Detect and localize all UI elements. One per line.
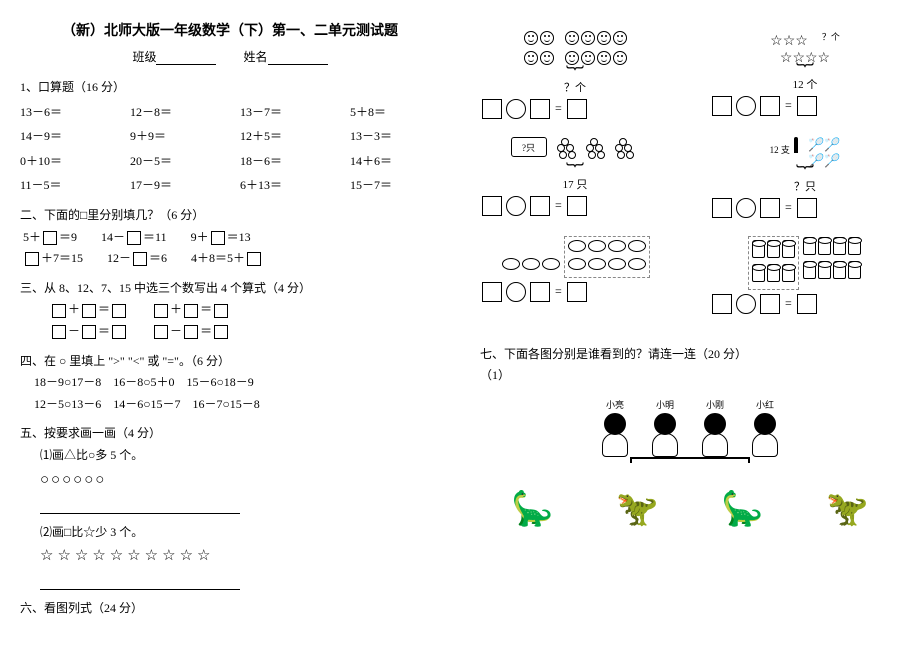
table-icon <box>630 457 750 463</box>
q5-heading: 五、按要求画一画（4 分） <box>20 423 440 445</box>
right-column: ︸ ？个 = ☆☆☆ ？个 ☆☆☆☆ ︸ 12 个 = ?只 <box>480 20 900 628</box>
name-blank <box>268 51 328 65</box>
q4-row: 12－5○13－6 14－6○15－7 16－7○15－8 <box>20 394 440 416</box>
q-label: ？只 <box>710 178 900 194</box>
blank-box <box>133 252 147 266</box>
q2-heading: 二、下面的□里分别填几？（6 分） <box>20 205 440 227</box>
q2-row1: 5＋＝9 14－＝11 9＋＝13 <box>20 227 440 249</box>
q3-eqs: ＋＝ ＋＝ －＝ －＝ <box>20 299 440 342</box>
answer-eq: = <box>480 282 670 302</box>
name-label: 姓名 <box>244 50 268 64</box>
student-info: 班级 姓名 <box>20 48 440 65</box>
p6-row3: = = <box>480 236 900 314</box>
kid-3: 小刚 <box>690 397 740 457</box>
q-label: ？个 <box>480 79 670 95</box>
answer-eq: = <box>480 196 670 216</box>
answer-eq: = <box>710 198 900 218</box>
p6c: ?只 ︸ 17 只 = <box>480 137 670 218</box>
answer-eq: = <box>480 99 670 119</box>
cylinders-group <box>710 236 900 290</box>
kid-2: 小明 <box>640 397 690 457</box>
p6d: 12 支 🏸🏸🏸🏸 ︸ ？只 = <box>710 137 900 218</box>
class-label: 班级 <box>132 50 156 64</box>
answer-eq: = <box>710 96 900 116</box>
dino-icon: 🦖 <box>826 479 868 540</box>
q1-row: 13－6＝12－8＝13－7＝5＋8＝ <box>20 102 440 124</box>
q5: 五、按要求画一画（4 分） ⑴画△比○多 5 个。 ○○○○○○ ⑵画□比☆少 … <box>20 423 440 590</box>
smiley-group-left <box>523 30 555 70</box>
kid-1: 小亮 <box>590 397 640 457</box>
q7-heading: 七、下面各图分别是谁看到的？请连一连（20 分） <box>480 344 900 366</box>
q2: 二、下面的□里分别填几？（6 分） 5＋＝9 14－＝11 9＋＝13 ＋7＝1… <box>20 205 440 270</box>
answer-line <box>40 574 240 590</box>
p6f: = <box>710 236 900 314</box>
dino-icon: 🦕 <box>511 479 553 540</box>
circles-row: ○○○○○○ <box>20 467 440 494</box>
q1-row: 11－5＝17－9＝6＋13＝15－7＝ <box>20 175 440 197</box>
q5-p2: ⑵画□比☆少 3 个。 <box>20 522 440 544</box>
worksheet-title: （新）北师大版一年级数学（下）第一、二单元测试题 <box>20 20 440 40</box>
blank-box <box>25 252 39 266</box>
kid-4: 小红 <box>740 397 790 457</box>
answer-eq: = <box>710 294 900 314</box>
answer-line <box>40 498 240 514</box>
kids-scene: 小亮 小明 小刚 小红 <box>480 397 900 463</box>
dino-icon: 🦕 <box>721 479 763 540</box>
q4-row: 18－9○17－8 16－8○5＋0 15－6○18－9 <box>20 372 440 394</box>
dino-row: 🦕 🦖 🦕 🦖 <box>480 479 900 540</box>
ovals-group <box>480 236 670 278</box>
left-column: （新）北师大版一年级数学（下）第一、二单元测试题 班级 姓名 1、口算题（16 … <box>20 20 440 628</box>
q2-row2: ＋7＝15 12－＝6 4＋8＝5＋ <box>20 248 440 270</box>
blank-box <box>43 231 57 245</box>
p6-row1: ︸ ？个 = ☆☆☆ ？个 ☆☆☆☆ ︸ 12 个 = <box>480 30 900 119</box>
q1-row: 0＋10＝20－5＝18－6＝14＋6＝ <box>20 151 440 173</box>
smiley-group-right <box>564 30 628 70</box>
blank-box <box>247 252 261 266</box>
q1-heading: 1、口算题（16 分） <box>20 77 440 99</box>
q4-heading: 四、在 ○ 里填上 ">" "<" 或 "="。（6 分） <box>20 351 440 373</box>
q1-row: 14－9＝9＋9＝12＋5＝13－3＝ <box>20 126 440 148</box>
blank-box <box>211 231 225 245</box>
total-label: 17 只 <box>480 176 670 192</box>
q6-heading: 六、看图列式（24 分） <box>20 598 440 620</box>
stars-row: ☆☆☆☆☆☆☆☆☆☆ <box>20 543 440 570</box>
dino-icon: 🦖 <box>616 479 658 540</box>
p6e: = <box>480 236 670 314</box>
q3-heading: 三、从 8、12、7、15 中选三个数写出 4 个算式（4 分） <box>20 278 440 300</box>
q7: 七、下面各图分别是谁看到的？请连一连（20 分） （1） 小亮 小明 小刚 小红… <box>480 344 900 541</box>
q1: 1、口算题（16 分） 13－6＝12－8＝13－7＝5＋8＝ 14－9＝9＋9… <box>20 77 440 197</box>
blank-box <box>127 231 141 245</box>
q3: 三、从 8、12、7、15 中选三个数写出 4 个算式（4 分） ＋＝ ＋＝ －… <box>20 278 440 343</box>
q4: 四、在 ○ 里填上 ">" "<" 或 "="。（6 分） 18－9○17－8 … <box>20 351 440 416</box>
p6-row2: ?只 ︸ 17 只 = 12 支 🏸🏸🏸🏸 <box>480 137 900 218</box>
p6b: ☆☆☆ ？个 ☆☆☆☆ ︸ 12 个 = <box>710 30 900 119</box>
box-icon: ?只 <box>511 137 547 157</box>
q5-p1: ⑴画△比○多 5 个。 <box>20 445 440 467</box>
class-blank <box>156 51 216 65</box>
pen-group: 12 支 <box>770 137 799 157</box>
total-label: 12 个 <box>710 76 900 92</box>
p6a: ︸ ？个 = <box>480 30 670 119</box>
q7-sub: （1） <box>480 365 900 387</box>
